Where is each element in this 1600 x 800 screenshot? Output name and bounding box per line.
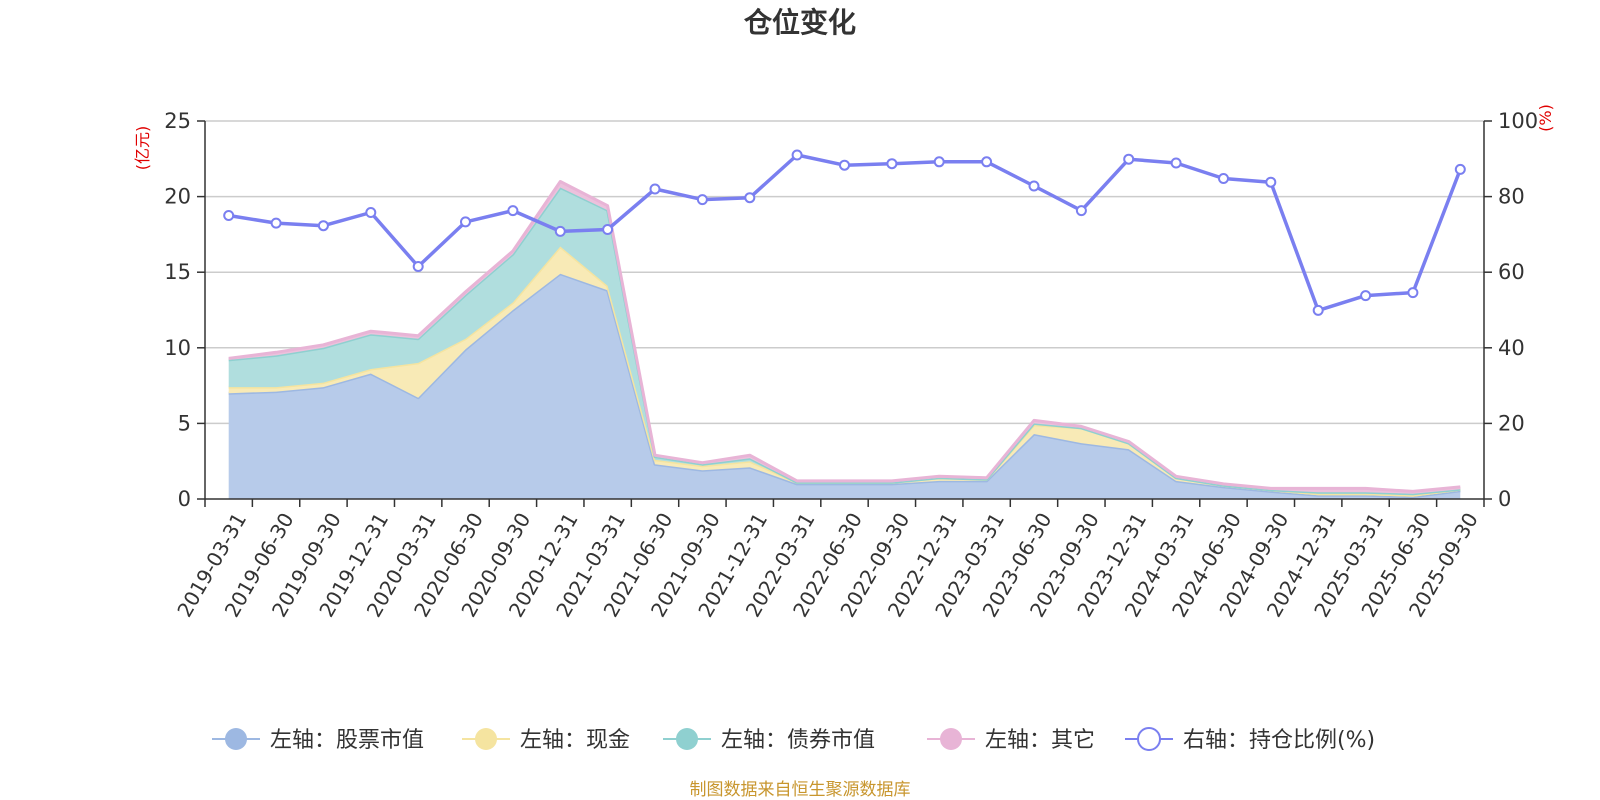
holding-ratio-point [696,194,708,206]
legend-item: 左轴：股票市值 [212,728,424,753]
legend-circle-symbol [676,728,698,750]
holding-ratio-point [602,224,614,235]
holding-ratio-point [744,192,756,204]
right-axis-tick-label: 40 [1498,336,1525,360]
legend-circle-symbol [225,728,247,750]
holding-ratio-point [412,261,424,272]
legend-label: 左轴：其它 [985,728,1095,753]
holding-ratio-point [460,216,471,228]
legend-label: 左轴：现金 [520,728,630,753]
left-axis-tick-label: 15 [164,260,191,284]
holding-ratio-point [649,183,661,195]
legend-circle-symbol [475,728,497,750]
right-axis-tick-label: 60 [1498,260,1525,284]
legend: 左轴：股票市值 左轴：现金 左轴：债券市值 左轴：其它 右轴：持仓比例(%) [212,727,1375,753]
holding-ratio-point [554,225,566,237]
area-layer [228,180,1461,499]
holding-ratio-point [1454,163,1466,175]
holding-ratio-point [223,210,235,221]
legend-circle-symbol [940,728,962,750]
right-axis-tick-label: 100 [1498,109,1538,133]
holding-ratio-point [1360,290,1372,302]
holding-ratio-point [1265,176,1277,188]
legend-item: 左轴：债券市值 [663,728,875,753]
holding-ratio-point [933,156,945,168]
holding-ratio-point [1170,157,1182,169]
left-axis-unit: (亿元) [133,126,152,171]
area-top-line-4 [228,180,1461,493]
right-axis-tick-label: 80 [1498,185,1525,209]
holding-ratio-point [981,156,993,168]
holding-ratio-point [1075,205,1087,217]
holding-ratio-point [1123,153,1135,165]
holding-ratio-point [791,149,803,161]
source-note: 制图数据来自恒生聚源数据库 [690,780,911,800]
holding-ratio-point [1218,173,1229,184]
area-series-3 [228,187,1461,496]
legend-label: 左轴：股票市值 [270,728,424,753]
holding-ratio-point [507,205,519,217]
legend-item: 左轴：现金 [462,728,630,753]
right-axis-unit: (%) [1536,104,1555,132]
left-axis-tick-label: 5 [178,411,191,435]
holding-ratio-point [317,220,329,232]
legend-item: 左轴：其它 [927,728,1095,753]
left-axis-tick-label: 0 [178,487,191,511]
left-axis-tick-label: 10 [164,336,191,360]
area-series-1 [228,273,1461,499]
line-layer [223,149,1466,316]
legend-circle-symbol [1137,727,1161,751]
right-axis-tick-label: 20 [1498,411,1525,435]
legend-label: 左轴：债券市值 [721,728,875,753]
holding-ratio-line [228,153,1462,313]
legend-item: 右轴：持仓比例(%) [1125,727,1375,753]
holding-ratio-point [365,207,377,218]
holding-ratio-point [270,217,282,229]
chart-title: 仓位变化 [744,6,856,39]
holding-ratio-point [1312,304,1324,316]
holding-ratio-point [839,159,850,171]
holding-ratio-point [1407,287,1419,299]
holding-ratio-point [886,158,898,170]
left-axis-tick-label: 25 [164,109,191,133]
holding-ratio-point [1028,180,1040,192]
legend-label: 右轴：持仓比例(%) [1183,728,1375,753]
right-axis-tick-label: 0 [1498,487,1511,511]
left-axis-tick-label: 20 [164,185,191,209]
